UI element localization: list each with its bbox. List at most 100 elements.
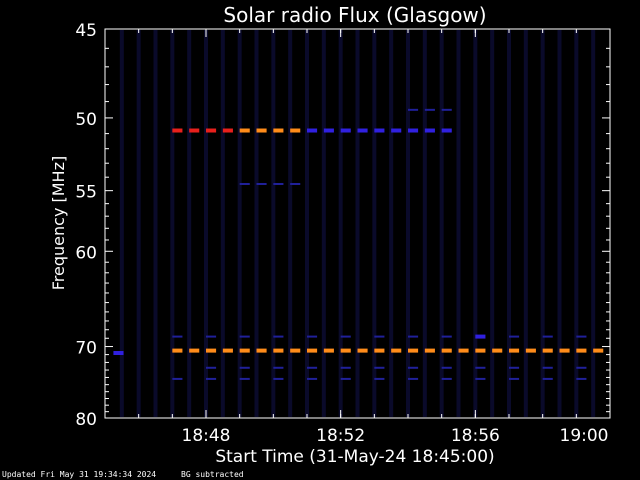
spectrogram-cell [576, 348, 587, 353]
spectrogram-cell [441, 348, 452, 353]
spectrogram-cell [509, 348, 520, 353]
spectrogram-cell [256, 182, 267, 185]
spectrogram-cell [441, 335, 452, 338]
spectrogram-cell [340, 348, 351, 353]
x-tick-label: 18:52 [316, 426, 365, 446]
spectrogram-cell [206, 366, 217, 369]
background-column [439, 30, 444, 417]
spectrogram-cell [307, 128, 318, 133]
background-column [372, 30, 377, 417]
spectrogram-cell [206, 335, 217, 338]
spectrogram-cell [408, 128, 419, 133]
spectrogram-cell [509, 335, 520, 338]
spectrogram-cell [391, 348, 402, 353]
spectrogram-cell [374, 128, 385, 133]
spectrogram-cell [239, 377, 250, 380]
background-column [288, 30, 293, 417]
spectrogram-cell [475, 348, 486, 353]
plot-frame [104, 28, 611, 419]
spectrogram-cell [391, 128, 402, 133]
spectrogram-cell [172, 377, 183, 380]
spectrogram-cell [239, 128, 250, 133]
background-column [305, 30, 309, 417]
spectrogram-cell [172, 335, 183, 338]
background-column [507, 30, 511, 417]
spectrogram-cell [424, 348, 435, 353]
background-column [574, 30, 579, 417]
x-axis-label: Start Time (31-May-24 18:45:00) [215, 447, 494, 467]
spectrogram-cell [239, 348, 250, 353]
spectrogram-cell [593, 348, 604, 353]
background-column [456, 30, 461, 417]
spectrogram-cell [374, 366, 385, 369]
x-tick-label: 19:00 [560, 426, 609, 446]
background-column [422, 30, 427, 417]
y-tick-label: 45 [75, 21, 97, 41]
x-axis: 18:48 18:52 18:56 19:00 [138, 29, 611, 446]
spectrogram-cell [576, 335, 587, 338]
spectrogram-cell [340, 366, 351, 369]
spectrogram-cell [374, 377, 385, 380]
y-tick-label: 80 [75, 410, 97, 430]
background-column [523, 30, 528, 417]
spectrogram-cell [113, 351, 124, 356]
background-column [153, 30, 158, 417]
x-tick-label: 18:48 [182, 426, 231, 446]
background-column [321, 30, 326, 417]
spectrogram-cell [542, 335, 553, 338]
spectrogram-cell [273, 348, 284, 353]
spectrogram-cell [172, 128, 183, 133]
spectrogram-cell [273, 182, 284, 185]
spectrogram-cell [576, 366, 587, 369]
spectrogram-cell [542, 377, 553, 380]
background-column [389, 30, 394, 417]
background-column [220, 30, 225, 417]
spectrogram-cell [475, 377, 486, 380]
y-tick-label: 50 [75, 110, 97, 130]
spectrogram-cells [113, 108, 604, 380]
background-column [591, 30, 596, 417]
spectrogram-cell [172, 348, 183, 353]
y-tick-label: 55 [75, 183, 97, 203]
spectrogram-cell [273, 377, 284, 380]
spectrogram-cell [222, 128, 233, 133]
spectrogram-cell [273, 128, 284, 133]
spectrogram-cell [525, 348, 536, 353]
background-column [355, 30, 360, 417]
spectrogram-cell [206, 377, 217, 380]
spectrogram-cell [424, 128, 435, 133]
y-axis: 45 50 55 60 70 80 [75, 21, 610, 430]
spectrogram-cell [307, 348, 318, 353]
spectrogram-cell [222, 348, 233, 353]
spectrogram-cell [475, 366, 486, 369]
background-note: BG subtracted [181, 470, 244, 479]
spectrogram-cell [290, 182, 301, 185]
background-column [237, 30, 242, 417]
spectrogram-cell [408, 348, 419, 353]
spectrogram-cell [290, 128, 301, 133]
spectrogram-cell [340, 128, 351, 133]
y-tick-label: 70 [75, 339, 97, 359]
background-column [204, 30, 208, 417]
background-column [490, 30, 495, 417]
spectrogram-cell [357, 348, 368, 353]
spectrogram-cell [256, 348, 267, 353]
background-column [406, 30, 410, 417]
spectrogram-cell [374, 348, 385, 353]
spectrogram-cell [290, 348, 301, 353]
background-column [119, 30, 124, 417]
background-column [540, 30, 545, 417]
spectrogram-cell [408, 366, 419, 369]
spectrogram-cell [576, 377, 587, 380]
spectrogram-cell [239, 335, 250, 338]
x-tick-label: 18:56 [451, 426, 500, 446]
spectrogram-cell [441, 377, 452, 380]
background-column [187, 30, 192, 417]
spectrogram-cell [189, 348, 200, 353]
spectrogram-cell [239, 182, 250, 185]
background-column [254, 30, 259, 417]
spectrogram-cell [307, 335, 318, 338]
spectrogram-cell [492, 348, 503, 353]
spectrogram-cell [357, 128, 368, 133]
